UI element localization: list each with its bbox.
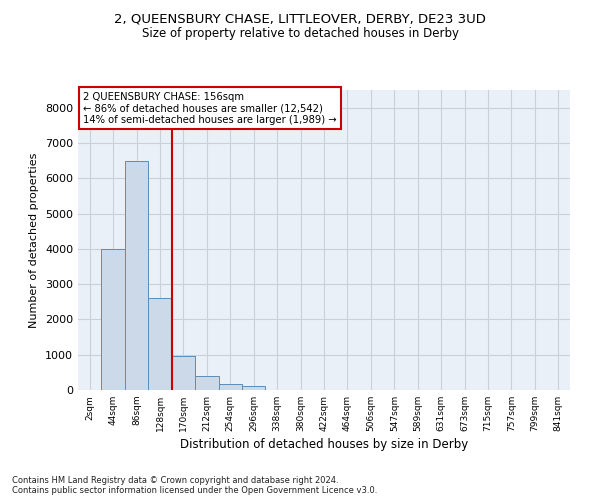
Text: Size of property relative to detached houses in Derby: Size of property relative to detached ho… <box>142 28 458 40</box>
Text: 2, QUEENSBURY CHASE, LITTLEOVER, DERBY, DE23 3UD: 2, QUEENSBURY CHASE, LITTLEOVER, DERBY, … <box>114 12 486 26</box>
Bar <box>218 384 242 390</box>
Bar <box>242 386 265 390</box>
Text: 2 QUEENSBURY CHASE: 156sqm
← 86% of detached houses are smaller (12,542)
14% of : 2 QUEENSBURY CHASE: 156sqm ← 86% of deta… <box>83 92 337 124</box>
X-axis label: Distribution of detached houses by size in Derby: Distribution of detached houses by size … <box>180 438 468 451</box>
Bar <box>148 298 172 390</box>
Bar <box>195 376 218 390</box>
Bar <box>125 160 148 390</box>
Y-axis label: Number of detached properties: Number of detached properties <box>29 152 40 328</box>
Text: Contains HM Land Registry data © Crown copyright and database right 2024.
Contai: Contains HM Land Registry data © Crown c… <box>12 476 377 495</box>
Bar <box>101 249 125 390</box>
Bar <box>172 356 195 390</box>
